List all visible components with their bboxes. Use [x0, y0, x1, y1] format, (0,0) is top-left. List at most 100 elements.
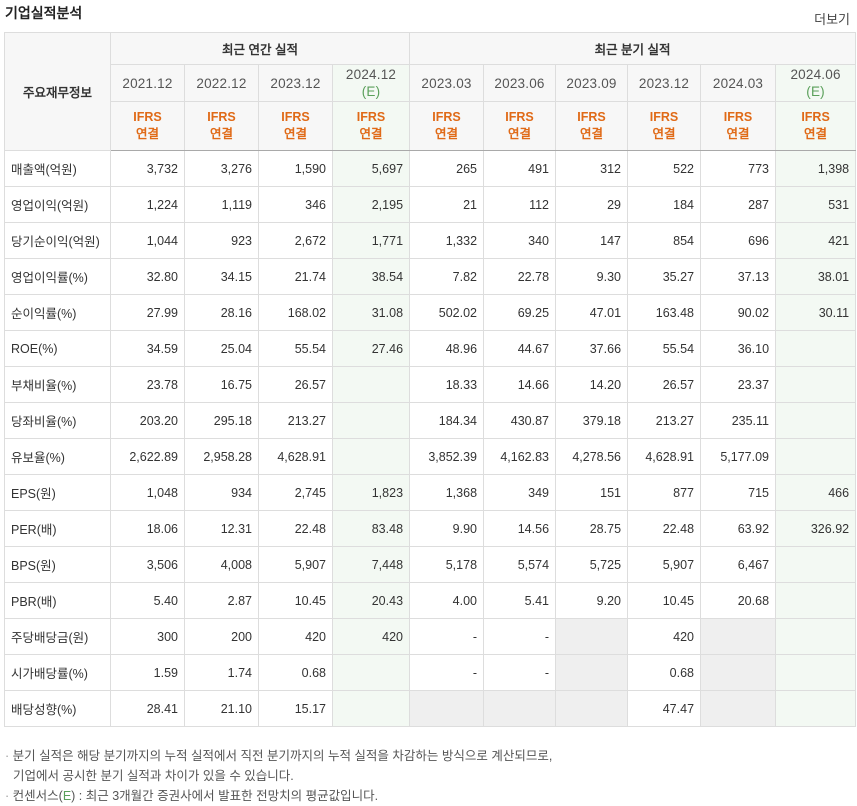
- value-cell: 12.31: [184, 510, 259, 547]
- value-cell: 379.18: [555, 402, 629, 439]
- period-header: 2023.03: [409, 64, 485, 102]
- value-cell: 295.18: [184, 402, 259, 439]
- note-consensus: · 컨센서스(E) : 최근 3개월간 증권사에서 발표한 전망치의 평균값입니…: [5, 789, 379, 803]
- ifrs-header: IFRS 연결: [483, 101, 557, 151]
- table-row: 배당성향(%) 28.41 21.10 15.17 47.47: [4, 690, 857, 727]
- value-cell: 63.92: [700, 510, 777, 547]
- value-cell: 22.48: [258, 510, 333, 547]
- consolidated-label: 연결: [359, 127, 383, 141]
- value-cell: 2.87: [184, 582, 259, 619]
- financial-table: 주요재무정보 최근 연간 실적 최근 분기 실적 2021.12 2022.12 2…: [4, 32, 857, 727]
- value-cell: 1,048: [110, 474, 185, 511]
- period-label: 2023.09: [566, 75, 617, 91]
- period-label: 2023.12: [638, 75, 690, 91]
- value-cell: 5,907: [627, 546, 702, 583]
- value-cell: 1.74: [184, 654, 259, 691]
- value-cell: 265: [409, 150, 485, 187]
- value-cell: 1,771: [331, 222, 411, 259]
- consolidated-label: 연결: [209, 127, 233, 141]
- value-cell: 31.08: [331, 294, 411, 331]
- value-cell: 18.33: [409, 366, 485, 403]
- table-row: ROE(%) 34.59 25.04 55.54 27.46 48.96 44.67 37.6…: [4, 330, 857, 367]
- value-cell: 312: [555, 150, 629, 187]
- value-cell: 696: [700, 222, 777, 259]
- value-cell: 4,628.91: [258, 438, 333, 475]
- value-cell: 26.57: [627, 366, 702, 403]
- value-cell: 2,958.28: [184, 438, 259, 475]
- row-label: 당기순이익(억원): [4, 222, 111, 259]
- value-cell: 18.06: [110, 510, 185, 547]
- period-header: 2021.12: [110, 64, 185, 102]
- period-label: 2022.12: [196, 75, 247, 91]
- ifrs-header: IFRS 연결: [627, 101, 702, 151]
- table-row: 당좌비율(%) 203.20 295.18 213.27 184.34 430.87 379…: [4, 402, 857, 439]
- ifrs-label: IFRS: [723, 110, 753, 124]
- value-cell: 0.68: [627, 654, 702, 691]
- row-label: 배당성향(%): [4, 690, 111, 727]
- row-label: 유보율(%): [4, 438, 111, 475]
- value-cell: 1,119: [184, 186, 259, 223]
- value-cell: 1,332: [409, 222, 485, 259]
- note-quarterly: · 분기 실적은 해당 분기까지의 누적 실적에서 직전 분기까지의 누적 실적…: [5, 749, 553, 763]
- value-cell: 1,590: [258, 150, 333, 187]
- value-cell: 21.10: [184, 690, 259, 727]
- value-cell: 14.66: [483, 366, 557, 403]
- value-cell: [700, 654, 777, 691]
- value-cell: 9.30: [555, 258, 629, 295]
- table-row: 시가배당률(%) 1.59 1.74 0.68- -0.68: [4, 654, 857, 691]
- value-cell: 10.45: [258, 582, 333, 619]
- value-cell: 28.75: [555, 510, 629, 547]
- value-cell: 29: [555, 186, 629, 223]
- value-cell: [700, 618, 777, 655]
- estimate-marker: (E): [361, 84, 381, 99]
- value-cell: 6,467: [700, 546, 777, 583]
- value-cell: 48.96: [409, 330, 485, 367]
- value-cell: 502.02: [409, 294, 485, 331]
- table-row: EPS(원) 1,048 934 2,745 1,823 1,368 349 151 877 71…: [4, 474, 857, 511]
- value-cell: [409, 690, 485, 727]
- value-cell: [331, 690, 411, 727]
- value-cell: 420: [331, 618, 411, 655]
- value-cell: 1,224: [110, 186, 185, 223]
- ifrs-label: IFRS: [207, 110, 236, 124]
- row-label: 당좌비율(%): [4, 402, 111, 439]
- period-header: 2023.06: [483, 64, 557, 102]
- consolidated-label: 연결: [726, 127, 750, 141]
- row-label: ROE(%): [4, 330, 111, 367]
- value-cell: 4,628.91: [627, 438, 702, 475]
- value-cell: [775, 402, 857, 439]
- period-header: 2024.06 (E): [775, 64, 857, 102]
- note-consensus-e: E: [62, 789, 72, 803]
- ifrs-header: IFRS 연결: [258, 101, 333, 151]
- row-label: BPS(원): [4, 546, 111, 583]
- value-cell: [331, 654, 411, 691]
- value-cell: 21: [409, 186, 485, 223]
- value-cell: 30.11: [775, 294, 857, 331]
- table-row: 영업이익률(%) 32.80 34.15 21.74 38.54 7.82 22.78 9.3…: [4, 258, 857, 295]
- value-cell: 112: [483, 186, 557, 223]
- value-cell: 168.02: [258, 294, 333, 331]
- period-header: 2024.12 (E): [331, 64, 411, 102]
- table-row: 당기순이익(억원) 1,044 923 2,672 1,771 1,332 340 147 85…: [4, 222, 857, 259]
- value-cell: -: [409, 654, 485, 691]
- value-cell: 4,278.56: [555, 438, 629, 475]
- value-cell: -: [409, 618, 485, 655]
- value-cell: 287: [700, 186, 777, 223]
- value-cell: 69.25: [483, 294, 557, 331]
- value-cell: 15.17: [258, 690, 333, 727]
- value-cell: 35.27: [627, 258, 702, 295]
- value-cell: 10.45: [627, 582, 702, 619]
- value-cell: 466: [775, 474, 857, 511]
- row-label: 순이익률(%): [4, 294, 111, 331]
- value-cell: [331, 438, 411, 475]
- value-cell: 26.57: [258, 366, 333, 403]
- ifrs-header: IFRS 연결: [184, 101, 259, 151]
- group-annual-header: 최근 연간 실적: [109, 32, 411, 65]
- value-cell: 3,276: [184, 150, 259, 187]
- value-cell: 200: [184, 618, 259, 655]
- value-cell: 21.74: [258, 258, 333, 295]
- note-quarterly-cont: 기업에서 공시한 분기 실적과 차이가 있을 수 있습니다.: [13, 765, 294, 784]
- section-title: 기업실적분석: [5, 5, 83, 21]
- more-link[interactable]: 더보기: [814, 12, 850, 27]
- ifrs-label: IFRS: [281, 110, 310, 124]
